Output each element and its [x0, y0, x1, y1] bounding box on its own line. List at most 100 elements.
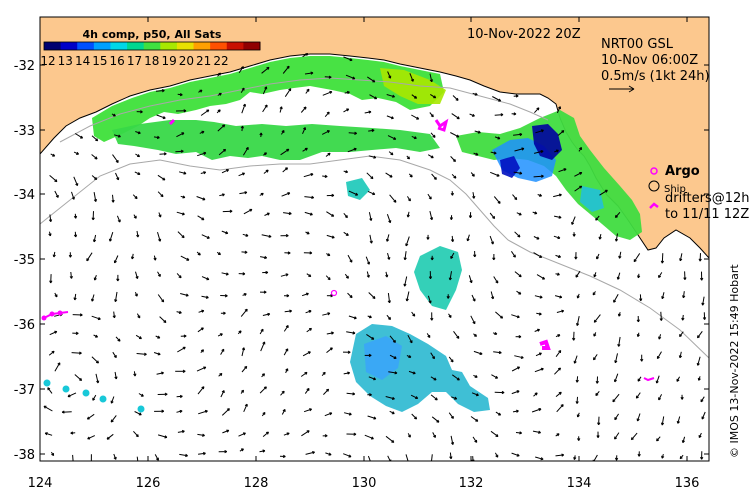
current-arrow: [557, 130, 565, 136]
current-arrow: [47, 387, 53, 394]
current-arrow-head: [386, 239, 390, 242]
current-arrow: [221, 408, 230, 416]
current-arrow-head: [112, 199, 115, 203]
current-arrow-head: [242, 272, 246, 275]
current-arrow-head: [310, 212, 313, 215]
current-arrow-head: [598, 422, 601, 426]
current-arrow-head: [327, 312, 331, 314]
current-arrow-head: [615, 216, 618, 218]
current-arrow: [110, 415, 117, 423]
current-arrow-head: [309, 251, 313, 254]
current-arrow: [535, 456, 544, 460]
current-arrow-head: [50, 280, 53, 284]
current-arrow: [322, 312, 331, 316]
current-arrow: [473, 350, 483, 355]
current-arrow-head: [411, 174, 413, 178]
current-arrow-head: [97, 360, 99, 364]
current-arrow-head: [374, 96, 378, 99]
current-arrow: [411, 413, 417, 420]
current-arrow-head: [279, 106, 282, 109]
current-arrow-head: [61, 411, 65, 414]
current-vectors: [43, 53, 707, 461]
current-arrow: [453, 331, 460, 339]
current-arrow-head: [475, 333, 477, 337]
current-arrow: [284, 310, 292, 313]
current-arrow-head: [50, 219, 53, 222]
current-arrow-head: [536, 107, 540, 110]
current-arrow-head: [312, 451, 315, 453]
current-arrow: [599, 189, 608, 196]
current-arrow: [303, 173, 314, 178]
current-arrow-head: [388, 256, 391, 260]
current-arrow-head: [98, 316, 101, 320]
current-arrow: [157, 231, 161, 242]
current-arrow-head: [92, 398, 96, 401]
current-arrow: [260, 256, 267, 259]
drifter-dot-west-3: [57, 310, 63, 316]
current-arrow: [368, 212, 372, 221]
current-arrow-head: [561, 130, 564, 132]
valid-time: 10-Nov 06:00Z: [601, 53, 698, 68]
current-arrow-head: [139, 336, 142, 339]
current-arrow-head: [576, 401, 579, 404]
current-arrow-head: [392, 411, 395, 414]
current-arrow-head: [95, 177, 98, 180]
current-arrow: [364, 434, 374, 440]
current-arrow-head: [475, 374, 478, 378]
current-arrow-head: [613, 300, 617, 303]
current-arrow-head: [286, 294, 290, 297]
current-arrow: [326, 332, 334, 335]
current-arrow-head: [181, 429, 185, 432]
current-arrow-head: [371, 240, 373, 244]
current-arrow: [241, 103, 246, 114]
current-arrow: [87, 413, 95, 420]
current-arrow-head: [431, 217, 434, 220]
current-arrow-head: [289, 309, 292, 312]
current-arrow: [347, 254, 353, 263]
current-arrow: [280, 273, 289, 277]
buoy-cyan-2: [62, 385, 70, 393]
current-arrow-head: [226, 272, 229, 275]
current-arrow: [556, 106, 561, 114]
current-arrow: [409, 73, 414, 82]
current-arrow-head: [139, 412, 142, 416]
current-arrow: [614, 432, 620, 440]
current-arrow: [221, 272, 229, 275]
current-arrow: [388, 371, 398, 374]
current-arrow-head: [498, 350, 502, 354]
current-arrow-head: [244, 365, 247, 368]
current-arrow: [368, 155, 376, 159]
current-arrow-head: [80, 135, 84, 139]
current-arrow: [159, 316, 167, 323]
current-arrow-head: [244, 250, 248, 253]
current-arrow-head: [408, 354, 412, 358]
current-arrow-head: [347, 350, 351, 353]
current-arrow-head: [288, 88, 291, 91]
current-arrow: [180, 293, 189, 297]
colorbar-segment: [77, 42, 95, 50]
current-arrow: [619, 251, 622, 259]
current-arrow: [54, 362, 61, 372]
current-arrow-head: [492, 296, 495, 300]
current-arrow-head: [498, 412, 502, 416]
current-arrow: [386, 115, 394, 119]
current-arrow-head: [267, 312, 270, 315]
current-arrow: [116, 215, 121, 223]
current-arrow: [553, 215, 562, 219]
current-arrow: [364, 111, 372, 114]
current-arrow-head: [71, 276, 73, 279]
current-arrow-head: [641, 358, 644, 362]
current-arrow: [91, 294, 95, 302]
current-arrow-head: [578, 438, 581, 441]
current-arrow-head: [432, 114, 434, 117]
current-arrow-head: [478, 130, 481, 133]
current-arrow-head: [114, 315, 116, 318]
current-arrow-head: [679, 335, 683, 338]
current-arrow-head: [577, 415, 580, 418]
current-arrow-head: [593, 334, 597, 337]
current-arrow-head: [349, 454, 352, 458]
current-arrow-head: [284, 167, 288, 169]
current-arrow-head: [618, 344, 621, 347]
current-arrow-head: [515, 94, 519, 97]
current-arrow-head: [392, 439, 395, 443]
